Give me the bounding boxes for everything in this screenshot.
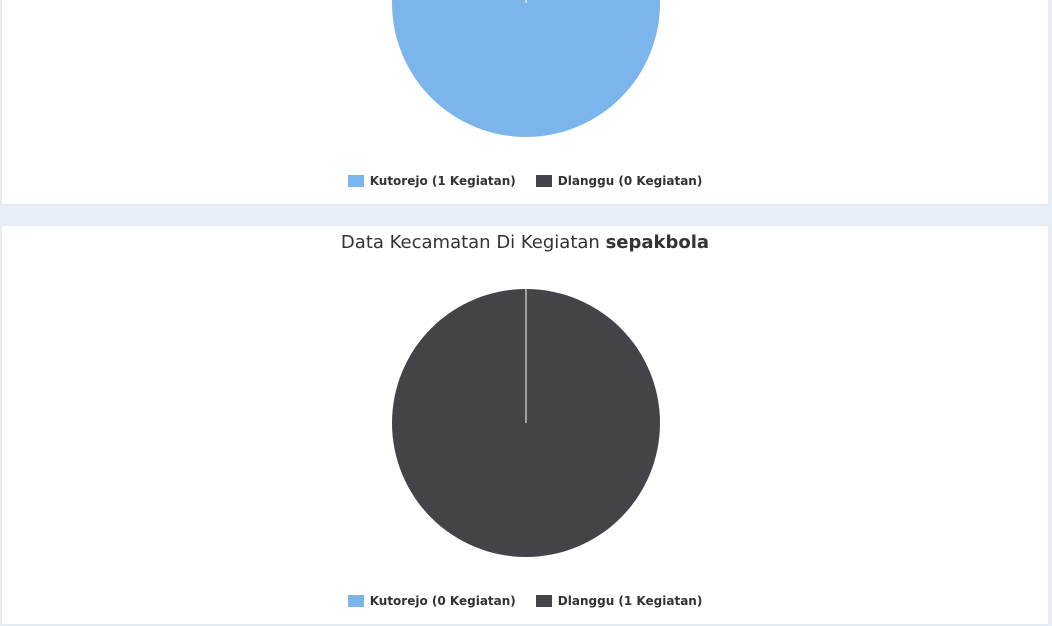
legend-label-dlanggu: Dlanggu (0 Kegiatan) <box>557 174 703 188</box>
legend-swatch-dlanggu <box>535 595 552 607</box>
pie-chart-top <box>392 0 660 137</box>
chart-card-bottom: Data Kecamatan Di Kegiatan sepakbola Kut… <box>1 225 1049 625</box>
legend-item-dlanggu[interactable]: Dlanggu (0 Kegiatan) <box>535 174 703 188</box>
legend-top: Kutorejo (1 Kegiatan) Dlanggu (0 Kegiata… <box>2 174 1048 188</box>
legend-item-kutorejo[interactable]: Kutorejo (1 Kegiatan) <box>347 174 516 188</box>
chart-title-prefix: Data Kecamatan Di Kegiatan <box>340 232 606 253</box>
pie-chart-bottom <box>392 289 660 557</box>
chart-card-top: Kutorejo (1 Kegiatan) Dlanggu (0 Kegiata… <box>1 0 1049 205</box>
legend-item-dlanggu[interactable]: Dlanggu (1 Kegiatan) <box>535 594 703 608</box>
legend-item-kutorejo[interactable]: Kutorejo (0 Kegiatan) <box>347 594 516 608</box>
legend-label-dlanggu: Dlanggu (1 Kegiatan) <box>557 594 703 608</box>
legend-label-kutorejo: Kutorejo (1 Kegiatan) <box>369 174 516 188</box>
chart-title: Data Kecamatan Di Kegiatan sepakbola <box>2 232 1048 253</box>
pie-slice-kutorejo[interactable] <box>392 0 660 137</box>
legend-bottom: Kutorejo (0 Kegiatan) Dlanggu (1 Kegiata… <box>2 594 1048 608</box>
legend-swatch-kutorejo <box>347 175 364 187</box>
legend-label-kutorejo: Kutorejo (0 Kegiatan) <box>369 594 516 608</box>
legend-swatch-kutorejo <box>347 595 364 607</box>
legend-swatch-dlanggu <box>535 175 552 187</box>
chart-title-activity: sepakbola <box>605 232 710 253</box>
